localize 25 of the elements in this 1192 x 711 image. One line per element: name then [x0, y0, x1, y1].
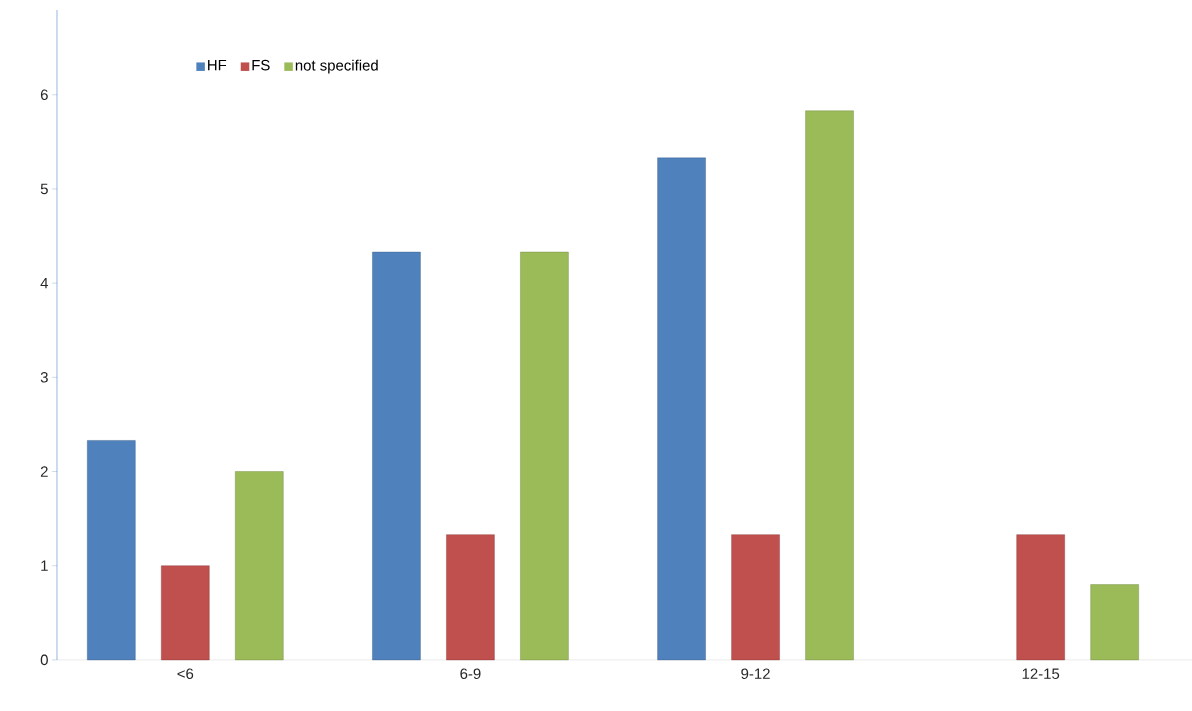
bar [235, 471, 284, 661]
y-tick-label: 0 [40, 654, 48, 666]
legend-label: HF [208, 60, 227, 71]
bar [1090, 584, 1139, 661]
y-tick-label: 4 [40, 278, 49, 289]
bar [161, 565, 210, 661]
x-tick-label: <6 [177, 668, 194, 680]
bar [731, 534, 780, 661]
y-tick-label: 6 [40, 89, 48, 101]
x-tick-label: 9-12 [741, 668, 770, 680]
y-tick-label: 3 [40, 372, 48, 383]
x-tick-label: 12-15 [1022, 668, 1060, 680]
bar [657, 157, 706, 661]
bar [805, 110, 854, 661]
y-tick-label: 1 [41, 560, 48, 571]
legend-label: FS [252, 59, 270, 71]
bar [1016, 534, 1065, 661]
x-tick-label: 6-9 [460, 668, 481, 680]
y-tick-label: 5 [40, 183, 48, 195]
legend-label: not specified [295, 59, 378, 74]
bar [372, 251, 421, 661]
bar [87, 440, 136, 661]
y-tick-label: 2 [40, 466, 48, 477]
bar [446, 534, 495, 661]
bar [520, 251, 569, 661]
